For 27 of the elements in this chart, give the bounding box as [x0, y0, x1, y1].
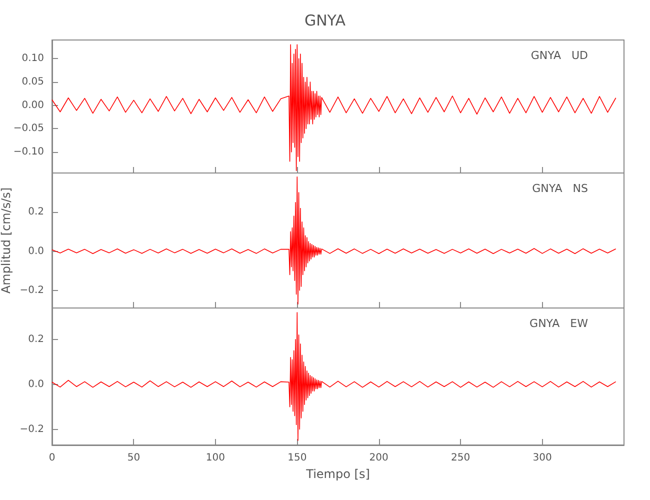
line-series — [52, 312, 616, 441]
annotation: GNYA NS — [532, 182, 588, 195]
x-axis-title: Tiempo [s] — [305, 466, 370, 481]
line-series — [52, 44, 616, 172]
x-tick-label: 0 — [48, 452, 56, 464]
y-axis-title: Amplitud [cm/s/s] — [0, 187, 13, 294]
line-series — [52, 176, 616, 304]
x-tick-label: 50 — [127, 452, 140, 464]
y-tick-label: −0.2 — [20, 284, 44, 296]
annotation: GNYA EW — [530, 317, 588, 330]
y-tick-label: 0.00 — [22, 100, 44, 111]
x-tick-label: 150 — [288, 452, 307, 464]
y-tick-label: −0.10 — [13, 146, 44, 158]
x-tick-label: 250 — [451, 452, 470, 464]
y-tick-label: −0.05 — [13, 123, 44, 134]
y-tick-label: 0.2 — [28, 206, 44, 218]
y-tick-label: −0.2 — [20, 424, 44, 435]
y-tick-label: 0.10 — [22, 53, 44, 64]
x-tick-label: 300 — [532, 452, 552, 464]
x-tick-label: 100 — [206, 452, 225, 464]
chart-title: GNYA — [304, 12, 346, 30]
y-tick-label: 0.05 — [22, 76, 44, 88]
x-tick-label: 200 — [369, 452, 388, 464]
y-tick-label: 0.0 — [28, 246, 44, 257]
y-tick-label: 0.2 — [28, 334, 44, 345]
annotation: GNYA UD — [530, 49, 588, 62]
y-tick-label: 0.0 — [28, 378, 44, 390]
